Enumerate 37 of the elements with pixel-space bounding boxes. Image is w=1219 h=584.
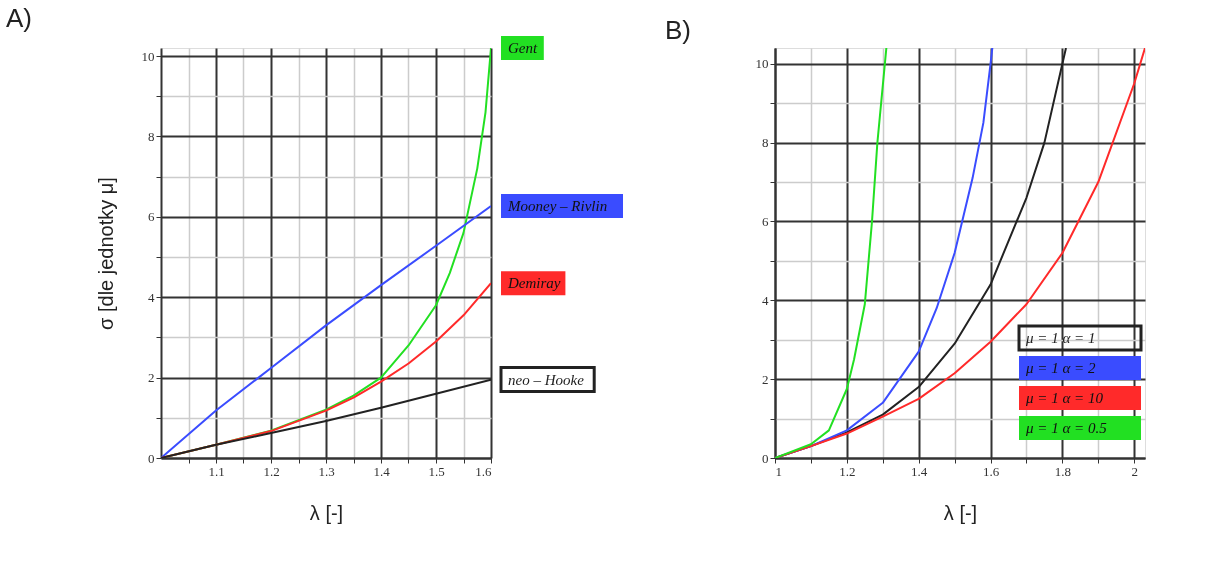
y-tick-label: 8 — [148, 128, 155, 144]
x-tick-label: 1 — [775, 463, 782, 479]
y-tick-label: 10 — [141, 48, 155, 64]
y-tick-label: 4 — [762, 292, 769, 308]
x-tick-label: 1.2 — [839, 463, 856, 479]
x-tick-label: 1.3 — [318, 463, 335, 479]
x-tick-label: 1.4 — [373, 463, 391, 479]
y-tick-label: 6 — [148, 209, 155, 225]
x-tick-label: 1.6 — [475, 463, 492, 479]
y-tick-label: 2 — [762, 371, 769, 387]
x-tick-label: 1.8 — [1054, 463, 1071, 479]
y-tick-label: 0 — [762, 450, 769, 466]
x-axis-title: λ [-] — [309, 501, 344, 524]
y-tick-label: 8 — [762, 135, 769, 151]
x-tick-label: 1.4 — [911, 463, 928, 479]
y-tick-label: 10 — [755, 56, 769, 72]
x-axis-title: λ [-] — [943, 501, 978, 524]
y-tick-label: 0 — [148, 450, 155, 466]
text: μ = 1 α = 2 — [1025, 360, 1096, 376]
x-tick-label: 1.1 — [208, 463, 225, 479]
series-label: Mooney – Rivlin — [507, 197, 608, 214]
series-label: Demiray — [507, 275, 561, 292]
x-tick-label: 1.2 — [263, 463, 280, 479]
chart-title: B) — [665, 15, 691, 45]
y-tick-label: 6 — [762, 213, 769, 229]
x-tick-label: 2 — [1131, 463, 1138, 479]
x-tick-label: 1.5 — [428, 463, 445, 479]
x-tick-label: 1.6 — [982, 463, 1000, 479]
text: μ = 1 α = 10 — [1025, 390, 1104, 406]
chart-title: A) — [6, 3, 32, 33]
y-tick-label: 2 — [148, 370, 155, 386]
y-axis-title: σ [dle jednotky μ] — [94, 177, 117, 330]
text: μ = 1 α = 1 — [1025, 330, 1096, 346]
y-tick-label: 4 — [148, 289, 155, 305]
series-label: Gent — [508, 40, 538, 56]
series-label: neo – Hooke — [508, 371, 585, 388]
text: μ = 1 α = 0.5 — [1025, 420, 1108, 436]
